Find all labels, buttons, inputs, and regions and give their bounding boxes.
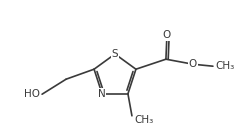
Text: HO: HO [24,89,40,99]
Text: S: S [112,49,118,59]
Text: O: O [163,30,171,40]
Text: CH₃: CH₃ [134,115,153,125]
Text: CH₃: CH₃ [215,61,234,71]
Text: O: O [189,59,197,69]
Text: N: N [98,89,106,99]
